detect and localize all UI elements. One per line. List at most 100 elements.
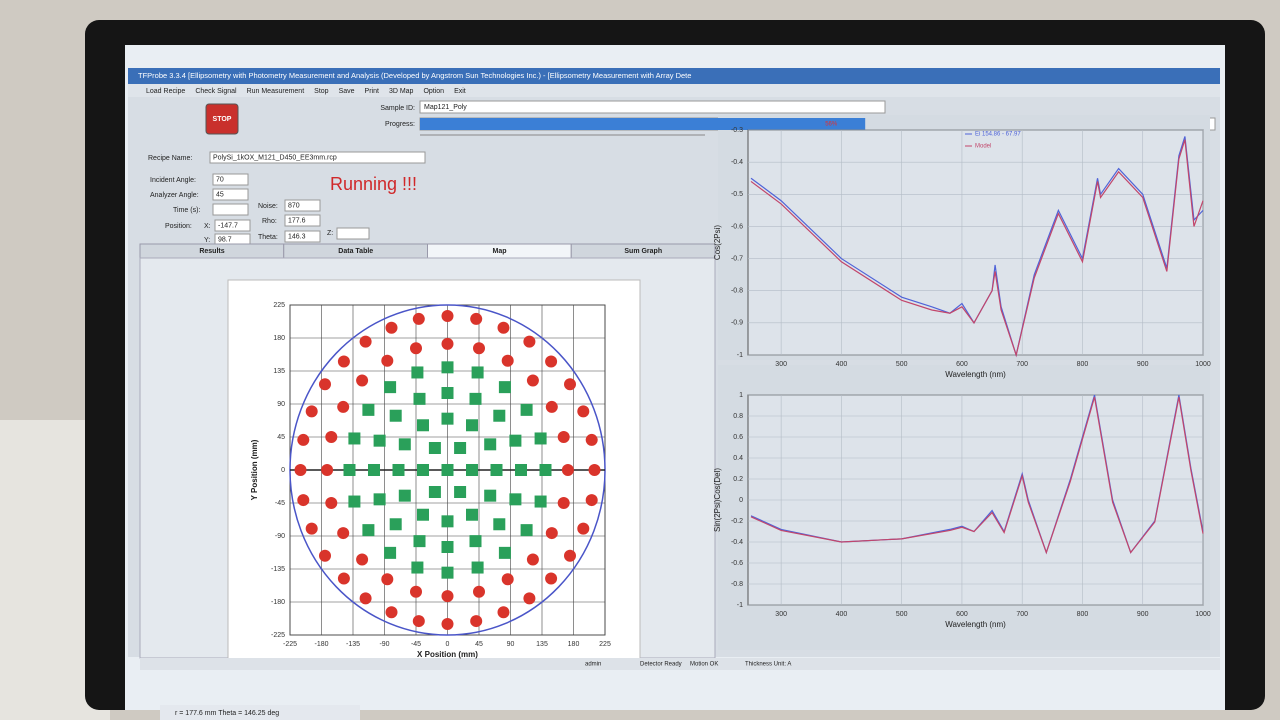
- map-point: [410, 585, 422, 598]
- map-point: [545, 527, 558, 540]
- field-box[interactable]: [212, 173, 249, 186]
- y-tick-label: -0.6: [731, 223, 743, 230]
- menu-item[interactable]: Print: [365, 88, 379, 95]
- status-items: admin Detector Ready Motion OK Thickness Un…: [585, 662, 791, 668]
- x-axis-label: Wavelength (nm): [945, 370, 1006, 379]
- x-tick-label: 600: [956, 611, 968, 618]
- stop-button[interactable]: [205, 103, 239, 135]
- x-tick-label: 900: [1137, 361, 1149, 368]
- y-tick-label: 0: [739, 497, 743, 504]
- map-point: [441, 387, 454, 399]
- y-tick-label: 1: [739, 392, 743, 399]
- menu-item[interactable]: 3D Map: [389, 88, 414, 95]
- map-point: [484, 438, 497, 451]
- field-box[interactable]: [212, 188, 249, 201]
- footer-text: r = 177.6 mm Theta = 146.25 deg: [175, 710, 279, 717]
- map-point: [373, 434, 386, 447]
- y-tick-label: -0.8: [731, 581, 743, 588]
- map-point: [441, 464, 454, 476]
- map-point: [501, 354, 514, 367]
- map-point: [520, 524, 533, 537]
- x-tick-label: 300: [775, 361, 787, 368]
- map-point: [490, 464, 503, 476]
- map-point: [441, 361, 454, 374]
- menu-item[interactable]: Check Signal: [195, 88, 237, 95]
- data-line: [750, 396, 1204, 555]
- y-tick-label: -135: [271, 566, 285, 573]
- field-value: 45: [216, 191, 224, 198]
- x-tick-label: 500: [896, 611, 908, 618]
- menu-item[interactable]: Option: [423, 88, 444, 95]
- field-label: Theta:: [258, 234, 278, 241]
- map-point: [321, 464, 334, 476]
- map-point: [564, 378, 576, 391]
- field-label: Noise:: [258, 203, 278, 210]
- map-point: [471, 366, 484, 379]
- map-point: [501, 573, 514, 586]
- field-box[interactable]: [284, 199, 321, 212]
- x-tick-label: 180: [568, 641, 580, 648]
- map-point: [337, 527, 350, 540]
- field-label: Analyzer Angle:: [150, 192, 199, 199]
- map-point: [417, 419, 429, 432]
- y-tick-label: -0.6: [731, 560, 743, 567]
- field-box[interactable]: [284, 214, 321, 227]
- map-point: [398, 489, 411, 502]
- map-point: [411, 561, 424, 574]
- map-point: [577, 522, 590, 535]
- menu-item[interactable]: Load Recipe: [146, 88, 185, 95]
- map-point: [384, 381, 397, 394]
- menu-item[interactable]: Save: [339, 88, 355, 95]
- y-tick-label: -90: [275, 533, 285, 540]
- map-point: [469, 392, 482, 405]
- status-item: Thickness Unit: A: [745, 662, 791, 668]
- y-tick-label: -45: [275, 500, 285, 507]
- y-tick-label: -1: [737, 352, 743, 359]
- map-point: [470, 615, 483, 628]
- map-point: [441, 310, 454, 322]
- sample-id-box[interactable]: [419, 100, 886, 114]
- tab-label: Sum Graph: [624, 248, 662, 255]
- map-point: [466, 419, 478, 432]
- map-point: [337, 572, 350, 585]
- map-point: [294, 464, 307, 476]
- field-box[interactable]: [209, 151, 426, 164]
- x-tick-label: 700: [1016, 611, 1028, 618]
- map-point: [441, 337, 454, 350]
- sample-id-label: Sample ID:: [380, 105, 415, 112]
- legend-label: Ei 154.86 - 67.97: [975, 132, 1021, 138]
- menu-item[interactable]: Exit: [454, 88, 466, 95]
- map-point: [385, 321, 398, 334]
- map-point: [484, 489, 497, 502]
- x-tick-label: 45: [475, 641, 483, 648]
- field-label: Y:: [204, 237, 210, 244]
- field-box[interactable]: [284, 230, 321, 243]
- map-point: [441, 515, 454, 528]
- field-box[interactable]: [214, 219, 251, 232]
- map-point: [389, 518, 402, 531]
- map-point: [493, 518, 506, 531]
- y-tick-label: 135: [273, 368, 285, 375]
- x-tick-label: 1000: [1195, 611, 1211, 618]
- map-point: [356, 374, 369, 387]
- y-tick-label: -0.4: [731, 539, 743, 546]
- map-point: [359, 335, 372, 348]
- field-box[interactable]: [212, 203, 249, 216]
- field-value: -147.7: [218, 222, 238, 229]
- menu-item[interactable]: Stop: [314, 88, 329, 95]
- field-label: Z:: [327, 230, 333, 237]
- y-tick-label: -0.8: [731, 288, 743, 295]
- menu-item[interactable]: Run Measurement: [247, 88, 305, 95]
- map-point: [497, 321, 510, 334]
- map-point: [515, 464, 527, 476]
- y-tick-label: 0.4: [733, 455, 743, 462]
- map-point: [545, 572, 558, 585]
- sample-id: Map121_Poly: [424, 104, 467, 111]
- map-point: [471, 561, 484, 574]
- field-box[interactable]: [336, 227, 370, 240]
- map-point: [545, 400, 558, 413]
- map-point: [368, 464, 380, 476]
- title-bar: [128, 68, 1220, 84]
